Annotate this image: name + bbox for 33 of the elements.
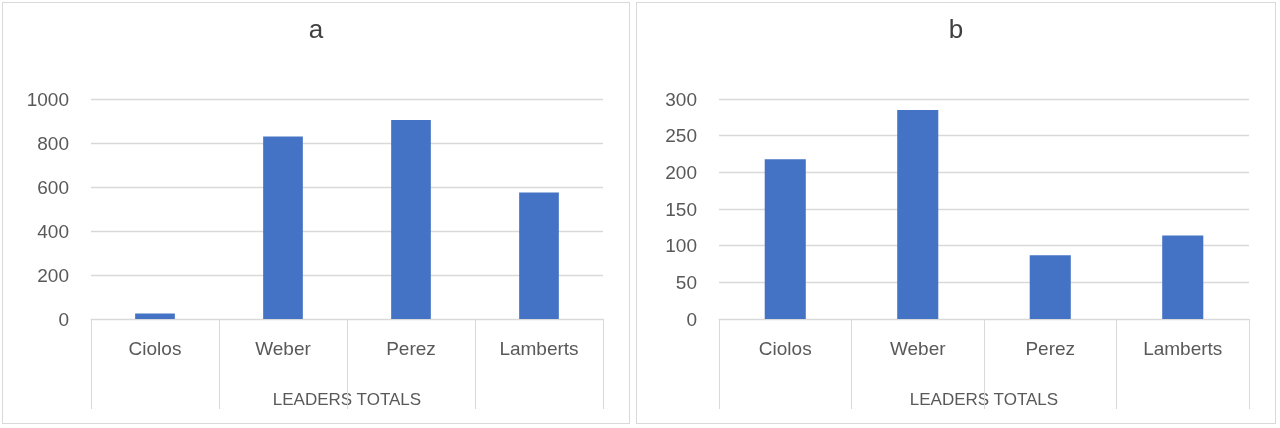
y-tick-label: 150 bbox=[665, 198, 697, 220]
y-tick-label: 800 bbox=[37, 132, 69, 154]
x-axis-title: LEADERS TOTALS bbox=[272, 390, 422, 409]
x-tick-label: Lamberts bbox=[499, 338, 579, 359]
x-tick-label: Perez bbox=[1025, 338, 1076, 359]
x-axis-title: LEADERS TOTALS bbox=[909, 390, 1059, 409]
chart-title: b bbox=[948, 14, 964, 44]
bar bbox=[263, 136, 303, 319]
x-tick-label: Perez bbox=[386, 338, 436, 359]
bar bbox=[897, 110, 939, 319]
y-tick-label: 0 bbox=[686, 308, 697, 330]
bar bbox=[1029, 255, 1071, 319]
y-tick-label: 50 bbox=[675, 271, 697, 293]
y-tick-label: 250 bbox=[665, 125, 697, 147]
bar bbox=[1162, 235, 1204, 319]
x-tick-label: Weber bbox=[889, 338, 947, 359]
bar bbox=[391, 119, 431, 319]
y-tick-label: 200 bbox=[665, 161, 697, 183]
y-tick-label: 0 bbox=[58, 308, 69, 330]
y-tick-label: 400 bbox=[37, 220, 69, 242]
y-tick-label: 600 bbox=[37, 176, 69, 198]
y-tick-label: 1000 bbox=[26, 88, 69, 110]
chart-title: a bbox=[308, 14, 324, 44]
y-tick-label: 100 bbox=[665, 235, 697, 257]
bar bbox=[135, 313, 175, 319]
y-tick-label: 300 bbox=[665, 88, 697, 110]
bar bbox=[519, 192, 559, 319]
x-tick-label: Weber bbox=[255, 338, 312, 359]
x-tick-label: Ciolos bbox=[128, 338, 182, 359]
x-tick-label: Lamberts bbox=[1143, 338, 1223, 359]
x-tick-label: Ciolos bbox=[758, 338, 812, 359]
bar bbox=[764, 159, 806, 319]
y-tick-label: 200 bbox=[37, 264, 69, 286]
